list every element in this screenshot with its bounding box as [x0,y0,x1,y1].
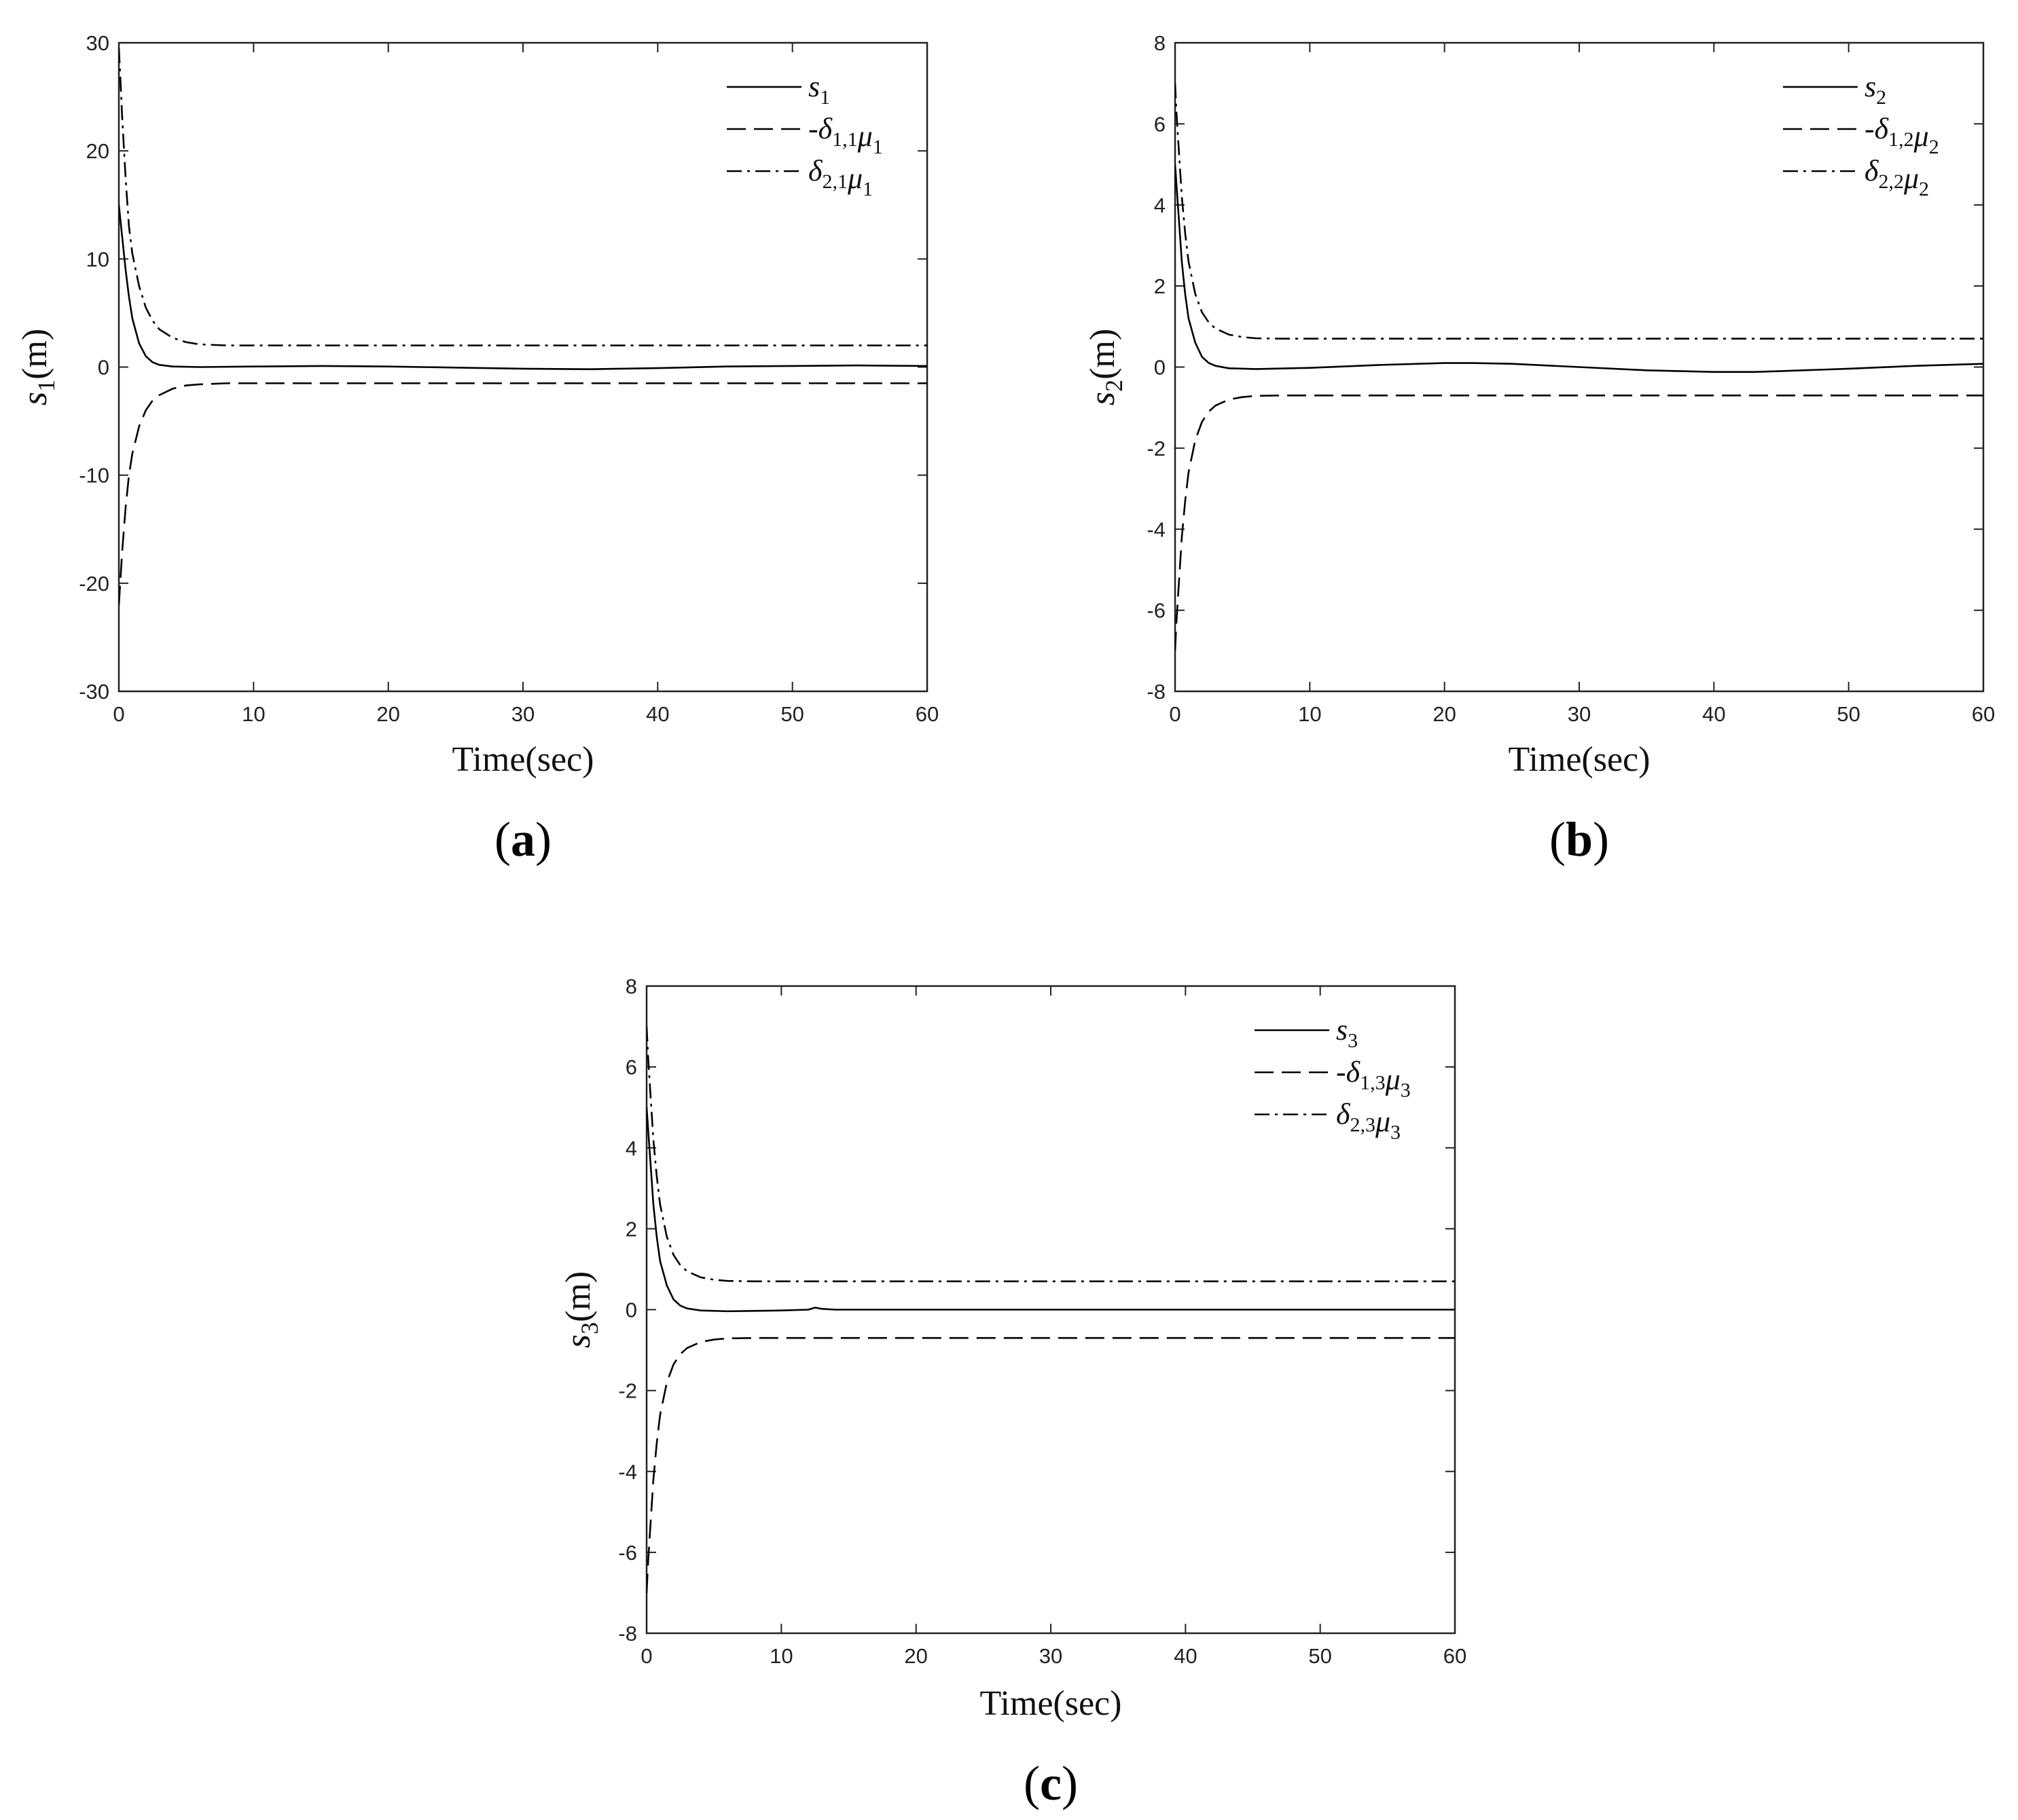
x-tick-label: 60 [916,702,939,726]
y-tick-label: -2 [1147,437,1166,460]
series-line-δ2,2μ2 [1175,83,1983,340]
x-tick-label: 40 [1702,702,1725,726]
y-tick-label: -10 [79,464,109,488]
y-tick-label: -20 [79,572,109,596]
y-tick-label: 6 [1154,112,1166,136]
panel-label: (a) [494,812,552,867]
panel-label: (b) [1549,812,1609,867]
legend-label: δ2,1μ1 [808,154,873,200]
x-tick-label: 10 [1298,702,1321,726]
y-tick-label: -2 [618,1379,637,1403]
legend-label: δ2,3μ3 [1336,1097,1401,1144]
y-tick-label: 0 [626,1298,637,1322]
series-line--δ1,3μ3 [647,1336,1455,1593]
x-tick-label: 0 [1169,702,1181,726]
legend-label: -δ1,1μ1 [808,112,883,158]
chart-panel-a: 0 10 20 30 40 50 60 -30 -20 -10 0 10 20 30 Time(sec) s1… [16,31,939,867]
x-tick-label: 0 [113,702,124,726]
x-tick-label: 0 [641,1644,652,1668]
y-tick-label: 4 [626,1136,637,1160]
panel-label: (c) [1024,1756,1078,1810]
x-tick-label: 60 [1443,1644,1466,1668]
series-line--δ1,2μ2 [1175,394,1983,651]
y-tick-label: 30 [86,31,109,55]
x-tick-label: 40 [1174,1644,1197,1668]
y-tick-label: 4 [1154,194,1166,217]
y-tick-label: 2 [1154,274,1166,298]
series-line-s2 [1175,164,1983,373]
x-tick-label: 40 [646,702,669,726]
y-tick-label: -4 [618,1460,637,1484]
y-tick-label: 8 [626,975,637,998]
x-tick-label: 50 [1837,702,1860,726]
y-tick-label: 10 [86,247,109,271]
legend-label: δ2,2μ2 [1864,154,1929,200]
y-tick-label: 0 [1154,356,1166,380]
y-tick-label: 0 [98,356,109,380]
x-tick-label: 30 [1568,702,1591,726]
x-tick-label: 50 [780,702,804,726]
series-line-s3 [647,1107,1455,1313]
x-axis-title: Time(sec) [1509,740,1651,779]
y-tick-label: 6 [626,1055,637,1079]
legend-label: s2 [1864,70,1886,109]
x-tick-label: 30 [1039,1644,1062,1668]
y-tick-label: 8 [1154,31,1166,55]
y-tick-label: -4 [1147,517,1166,541]
chart-panel-b: 0 10 20 30 40 50 60 -8 -6 -4 -2 0 2 4 6 8 Time(sec) s2(m)… [1083,31,1995,867]
x-tick-label: 20 [904,1644,927,1668]
x-tick-label: 20 [376,702,399,726]
y-axis-title: s3(m) [559,1271,603,1348]
legend-label: s3 [1336,1013,1358,1052]
legend-label: s1 [808,70,830,109]
x-tick-label: 60 [1972,702,1995,726]
legend-label: -δ1,2μ2 [1864,112,1939,158]
x-tick-label: 20 [1433,702,1456,726]
y-tick-label: -8 [618,1622,637,1645]
series-line-δ2,3μ3 [647,1026,1455,1283]
series-line-δ2,1μ1 [119,48,927,346]
y-tick-label: -6 [618,1541,637,1565]
legend-label: -δ1,3μ3 [1336,1055,1411,1102]
y-tick-label: -8 [1147,680,1166,704]
chart-panel-c: 0 10 20 30 40 50 60 -8 -6 -4 -2 0 2 4 6 8 Time(sec) s3(m)… [559,975,1466,1810]
y-tick-label: 20 [86,139,109,163]
y-tick-label: 2 [626,1217,637,1241]
x-axis-title: Time(sec) [980,1684,1122,1723]
series-line-s1 [119,204,927,370]
x-tick-label: 50 [1308,1644,1331,1668]
x-axis-title: Time(sec) [452,740,594,779]
y-axis-title: s2(m) [1083,329,1128,405]
x-tick-label: 10 [242,702,265,726]
series-line--δ1,1μ1 [119,382,927,605]
y-tick-label: -30 [79,680,109,704]
x-tick-label: 10 [770,1644,793,1668]
x-tick-label: 30 [511,702,535,726]
y-axis-title: s1(m) [16,329,60,405]
y-tick-label: -6 [1147,599,1166,623]
